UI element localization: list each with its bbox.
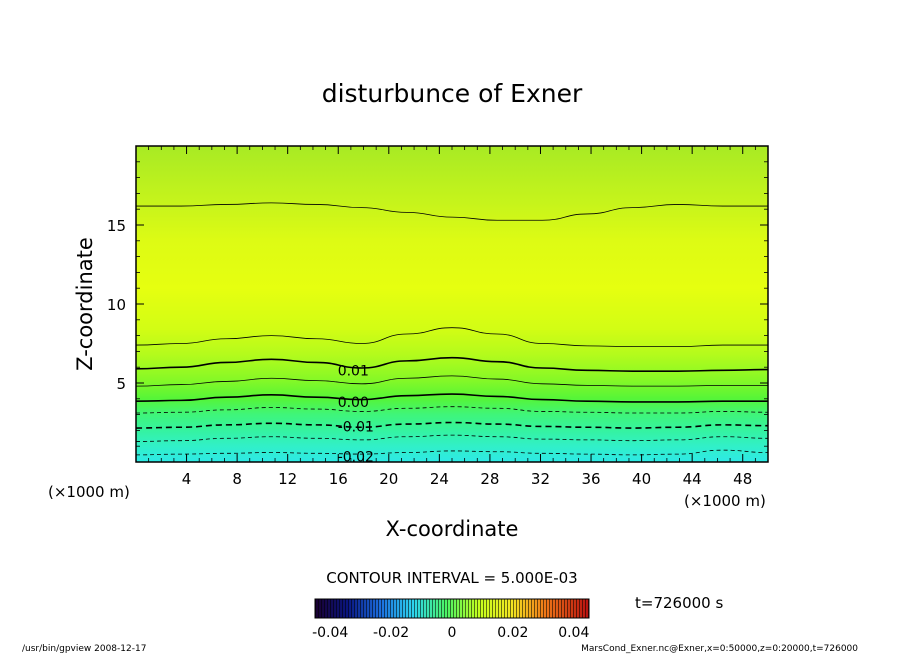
x-tick-label-7: 32 [531,470,550,488]
contour-fill [136,146,768,462]
x-tick-label-10: 44 [683,470,702,488]
x-tick-label-11: 48 [733,470,752,488]
colorbar-tick-label-1: -0.02 [373,625,409,641]
contour-interval-text: CONTOUR INTERVAL = 5.000E-03 [326,569,577,587]
contour-line-3 [136,406,768,414]
x-tick-label-5: 24 [430,470,449,488]
colorbar-tick-label-0: -0.04 [312,625,348,641]
x-unit-right: (×1000 m) [684,492,766,510]
contour-line-0 [136,449,768,456]
x-tick-label-2: 12 [278,470,297,488]
colorbar-frame [314,598,590,619]
contour-label-2: -0.01 [338,420,374,436]
x-tick-label-0: 4 [182,470,192,488]
contour-lines [136,202,768,456]
contour-line-4 [136,393,768,403]
x-tick-label-8: 36 [581,470,600,488]
x-tick-label-4: 20 [379,470,398,488]
x-unit-left: (×1000 m) [48,483,130,501]
x-tick-label-9: 40 [632,470,651,488]
contour-label-1: 0.00 [338,395,369,411]
time-label: t=726000 s [635,594,723,612]
contour-line-8 [136,202,768,221]
contour-line-1 [136,434,768,442]
y-tick-label-0: 5 [116,375,126,393]
contour-label-3: -0.02 [338,450,374,466]
x-axis-label: X-coordinate [386,517,519,541]
y-tick-label-2: 15 [107,217,126,235]
y-tick-label-1: 10 [107,296,126,314]
chart-title: disturbunce of Exner [322,79,583,108]
contour-line-2 [136,421,768,429]
colorbar-tick-label-3: 0.02 [497,625,528,641]
footer-right: MarsCond_Exner.nc@Exner,x=0:50000,z=0:20… [581,644,858,654]
colorbar-ticks: -0.04 -0.02 0 0.02 0.04 [312,625,589,641]
colorbar-tick-label-4: 0.04 [558,625,589,641]
x-tick-label-3: 16 [329,470,348,488]
contour-line-6 [136,356,768,372]
y-axis-label: Z-coordinate [73,237,97,371]
colorbar-tick-label-2: 0 [448,625,457,641]
x-tick-label-6: 28 [480,470,499,488]
colorbar-stripes [315,599,589,618]
contour-line-7 [136,327,768,348]
x-tick-label-1: 8 [232,470,242,488]
contour-line-5 [136,375,768,387]
contour-label-0: 0.01 [338,364,369,380]
footer-left: /usr/bin/gpview 2008-12-17 [22,644,146,654]
